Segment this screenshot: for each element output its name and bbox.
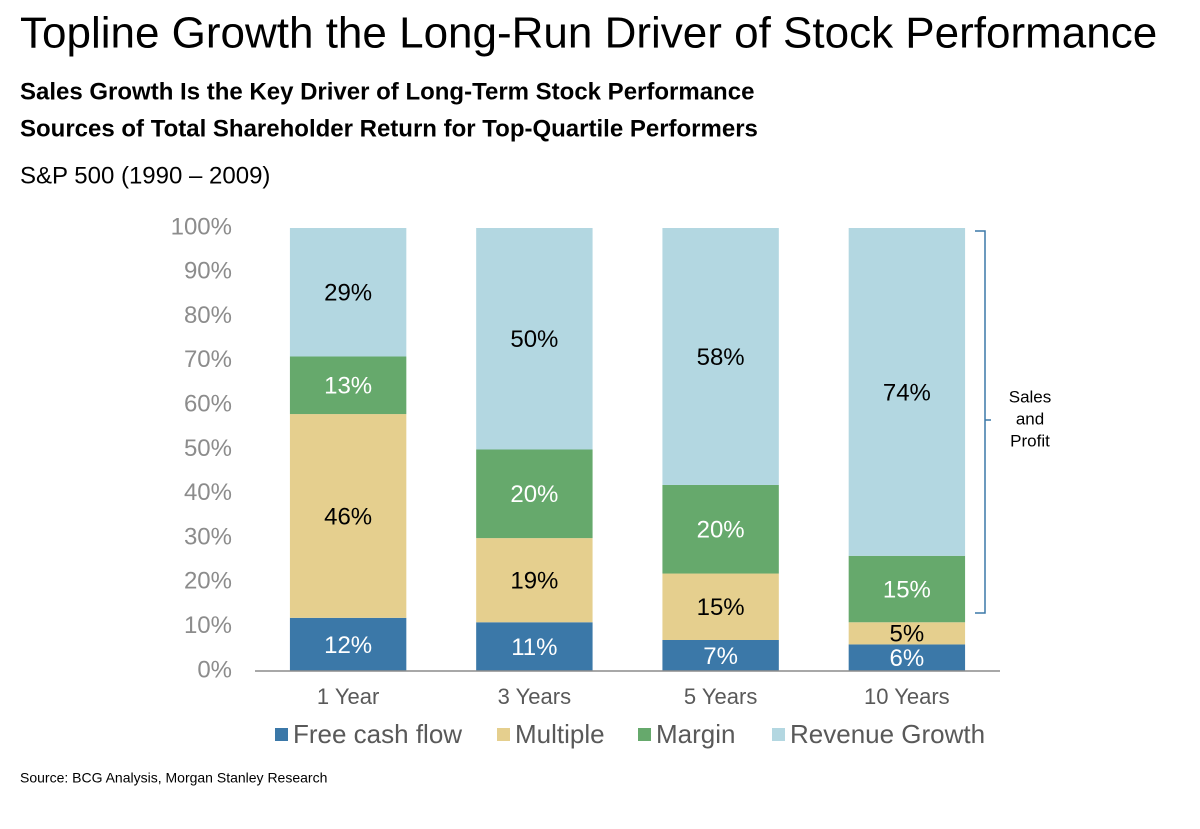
data-label: 20%	[510, 481, 558, 508]
data-label: 13%	[324, 373, 372, 400]
bar-segment	[662, 573, 779, 640]
bar-segment	[476, 622, 593, 671]
y-tick-label: 40%	[184, 479, 232, 506]
bar-segment	[848, 622, 966, 645]
y-tick-label: 10%	[184, 612, 232, 639]
x-tick-label: 1 Year	[317, 684, 379, 709]
bar-segment	[289, 228, 407, 357]
bar-segment	[289, 617, 407, 671]
data-label: 11%	[511, 634, 557, 661]
bar-segment	[289, 356, 407, 415]
bracket	[975, 230, 991, 614]
bar-segment	[848, 644, 966, 671]
legend-label: Free cash flow	[293, 719, 462, 749]
data-label: 19%	[510, 568, 558, 595]
bar-segment	[662, 228, 779, 485]
bar-segment	[476, 228, 593, 450]
data-label: 7%	[703, 643, 738, 670]
bar-segment	[289, 414, 407, 618]
chart-note: S&P 500 (1990 – 2009)	[20, 162, 270, 189]
y-tick-label: 50%	[184, 435, 232, 462]
legend-swatch	[772, 728, 785, 741]
data-label: 15%	[697, 594, 745, 621]
data-label: 6%	[890, 645, 925, 672]
bar-segment	[848, 228, 966, 556]
bar-segment	[476, 538, 593, 623]
x-tick-label: 3 Years	[498, 684, 571, 709]
annotation: and	[1016, 409, 1044, 428]
y-tick-label: 20%	[184, 568, 232, 595]
bar-segment	[848, 555, 966, 623]
data-label: 58%	[697, 344, 745, 371]
annotation: Profit	[1010, 431, 1050, 450]
data-label: 5%	[890, 621, 925, 648]
legend-label: Revenue Growth	[790, 719, 985, 749]
y-tick-label: 30%	[184, 523, 232, 550]
legend-swatch	[497, 728, 510, 741]
data-label: 74%	[883, 379, 931, 406]
data-label: 15%	[883, 576, 931, 603]
bar-segment	[662, 484, 779, 574]
data-label: 29%	[324, 280, 372, 307]
y-tick-label: 0%	[197, 656, 232, 683]
bar-segment	[662, 639, 779, 671]
x-tick-label: 10 Years	[864, 684, 950, 709]
source: Source: BCG Analysis, Morgan Stanley Res…	[20, 770, 327, 786]
y-tick-label: 100%	[171, 213, 232, 240]
data-label: 46%	[324, 503, 372, 530]
data-label: 50%	[510, 326, 558, 353]
data-label: 20%	[697, 517, 745, 544]
y-tick-label: 90%	[184, 258, 232, 285]
legend-swatch	[275, 728, 288, 741]
y-tick-label: 80%	[184, 302, 232, 329]
legend-label: Margin	[656, 719, 735, 749]
y-tick-label: 60%	[184, 391, 232, 418]
annotation: Sales	[1009, 387, 1052, 406]
chart-subtitle: Sales Growth Is the Key Driver of Long-T…	[20, 78, 754, 105]
chart-title: Topline Growth the Long-Run Driver of St…	[20, 9, 1157, 58]
data-label: 12%	[324, 632, 372, 659]
chart-subtitle: Sources of Total Shareholder Return for …	[20, 115, 758, 142]
legend-label: Multiple	[515, 719, 605, 749]
legend-swatch	[638, 728, 651, 741]
y-tick-label: 70%	[184, 346, 232, 373]
x-tick-label: 5 Years	[684, 684, 757, 709]
bar-segment	[476, 449, 593, 539]
